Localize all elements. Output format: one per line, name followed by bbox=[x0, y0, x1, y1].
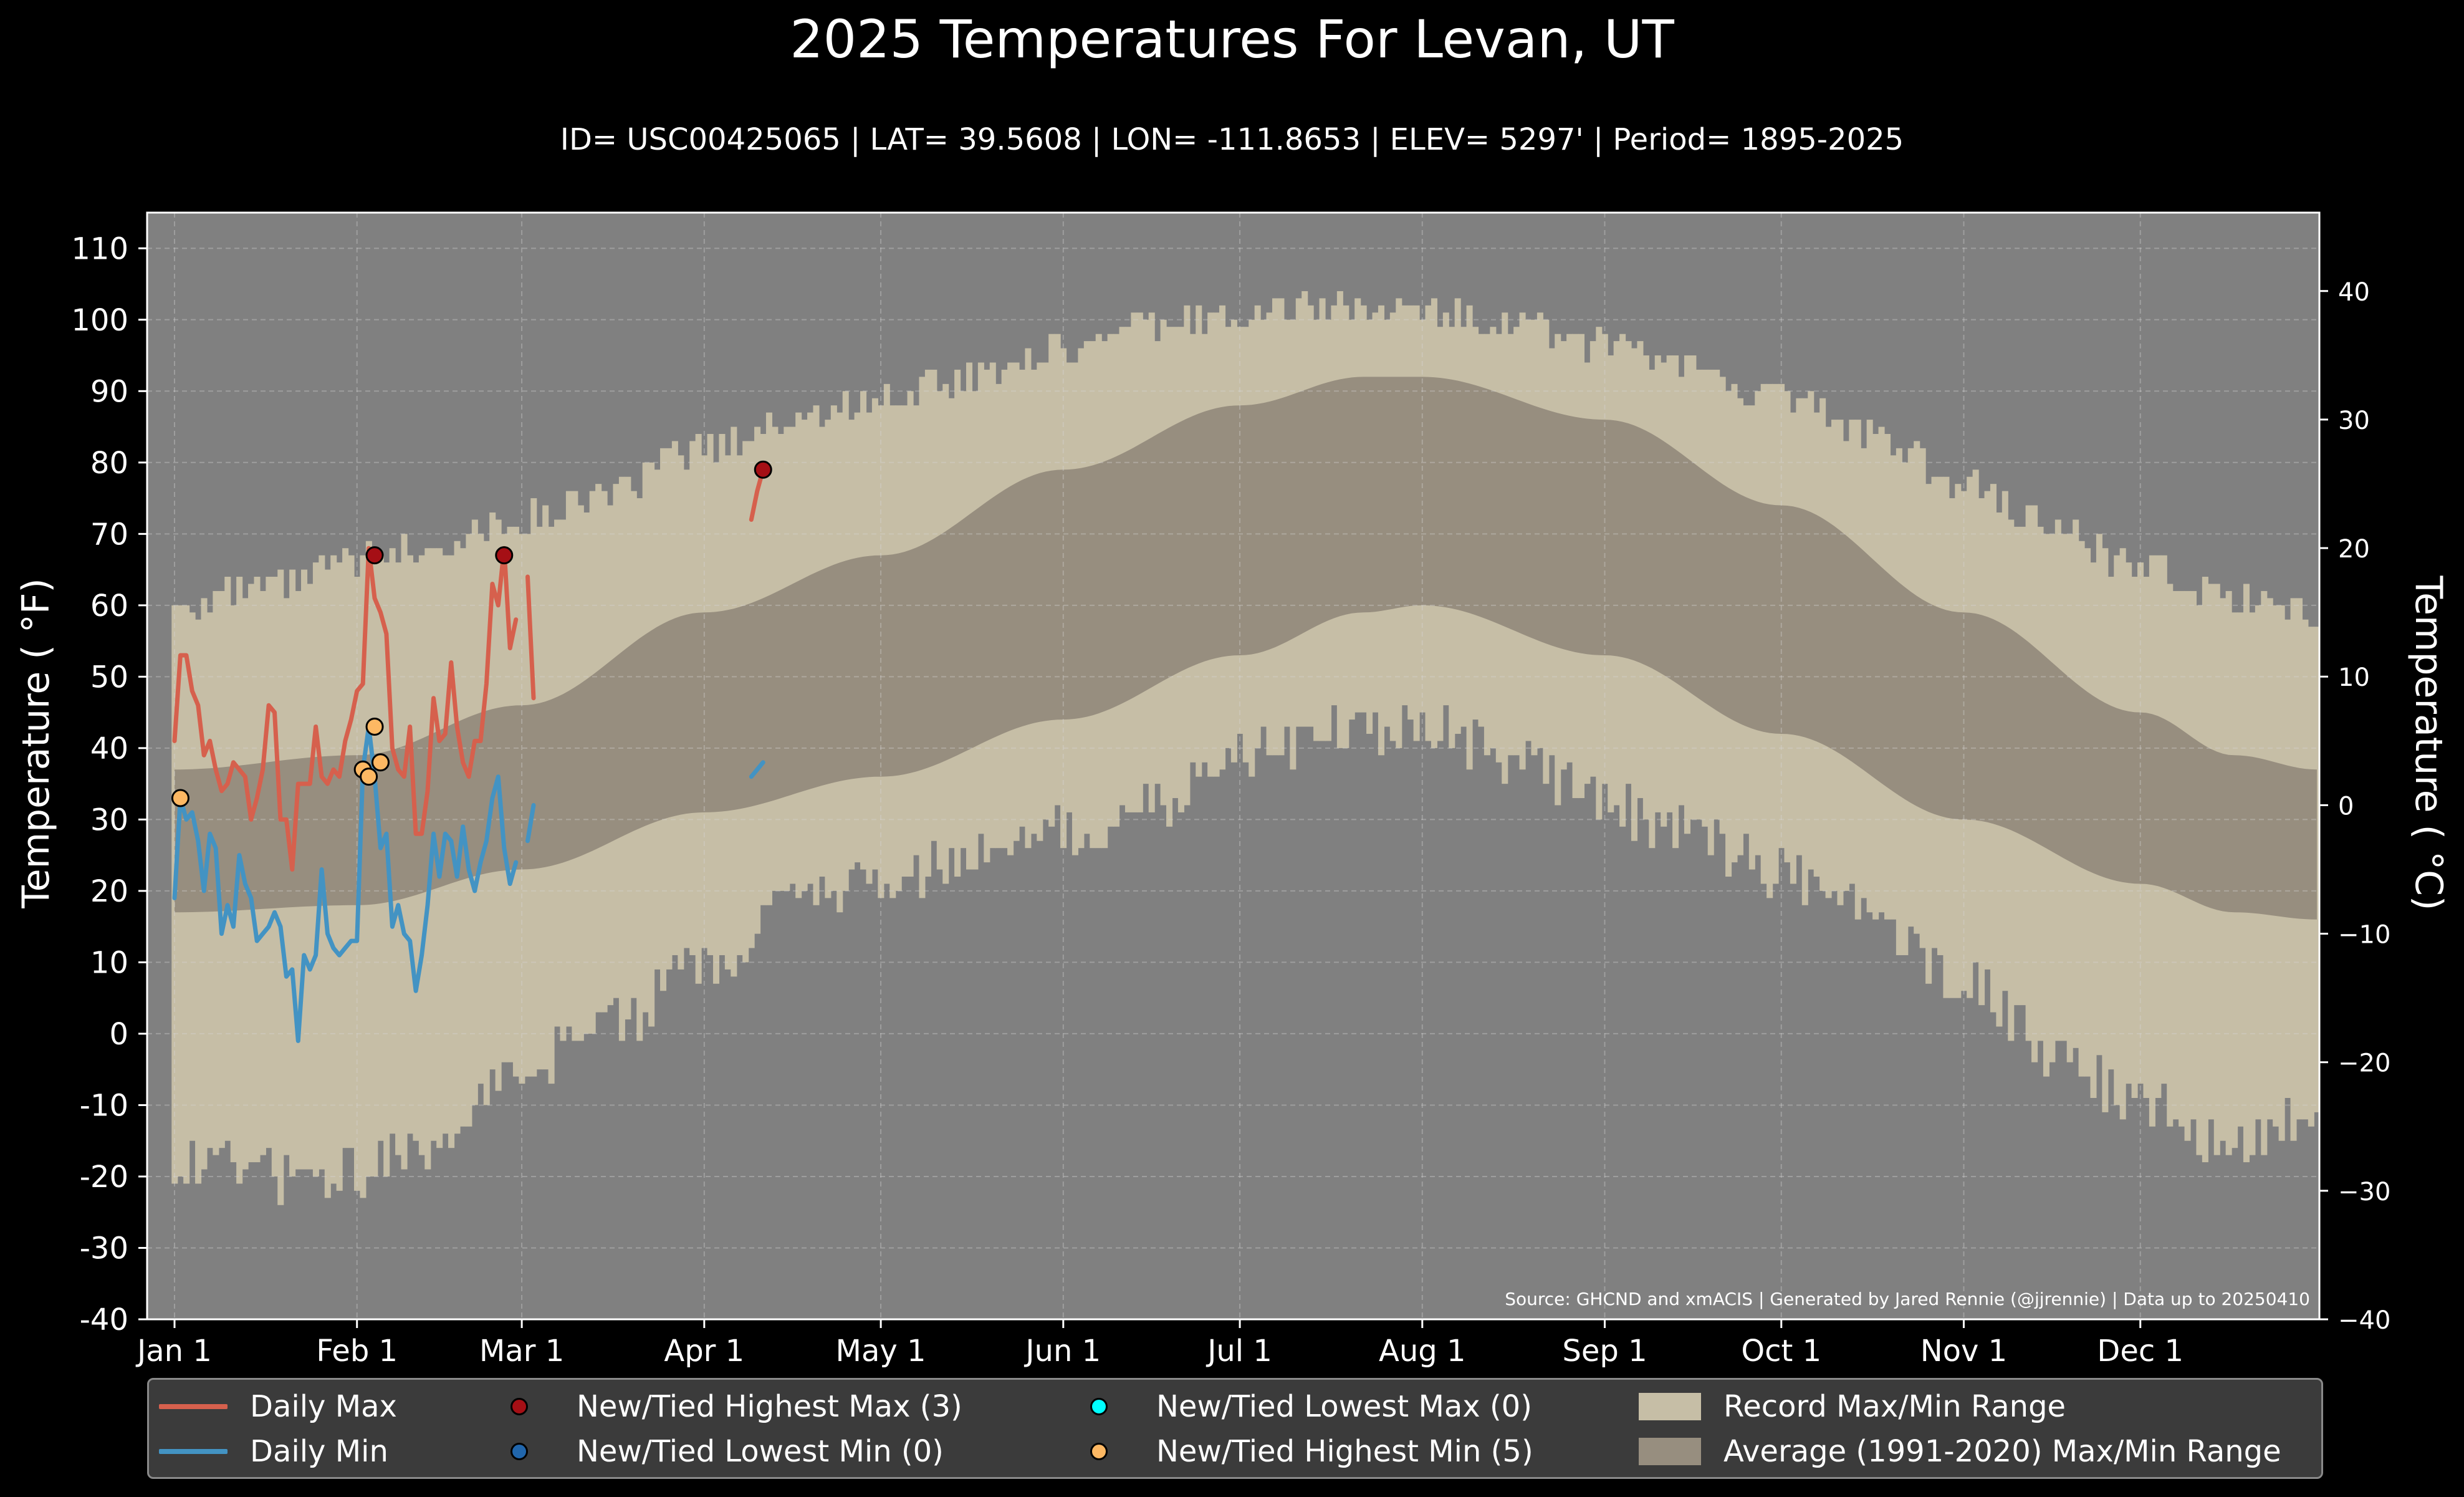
x-tick-label: Nov 1 bbox=[1920, 1334, 2007, 1369]
legend: Daily Max Daily Min New/Tied Highest Max… bbox=[147, 1378, 2323, 1479]
y-tick-label-celsius: 40 bbox=[2338, 278, 2370, 307]
y-tick-label-fahrenheit: -40 bbox=[80, 1302, 128, 1337]
x-tick-label: Jul 1 bbox=[1206, 1334, 1272, 1369]
y-tick-label-celsius: −20 bbox=[2338, 1049, 2390, 1078]
highest-min-marker bbox=[371, 753, 390, 772]
record-range-swatch bbox=[1639, 1393, 1701, 1420]
daily-min-line bbox=[525, 803, 536, 844]
legend-item-daily-max: Daily Max bbox=[159, 1385, 397, 1428]
legend-label: Average (1991-2020) Max/Min Range bbox=[1723, 1434, 2281, 1469]
lowest-min-marker-swatch bbox=[486, 1430, 554, 1473]
y-tick-label-fahrenheit: 30 bbox=[90, 802, 128, 837]
y-tick-label-fahrenheit: 80 bbox=[90, 446, 128, 481]
highest-max-marker bbox=[754, 460, 772, 479]
record-range-bar bbox=[2314, 627, 2321, 1112]
plot-frame bbox=[146, 211, 2321, 1321]
y-tick-label-celsius: −10 bbox=[2338, 921, 2390, 950]
source-note: Source: GHCND and xmACIS | Generated by … bbox=[1505, 1289, 2310, 1309]
y-tick-label-celsius: 10 bbox=[2338, 663, 2370, 692]
daily-min-line bbox=[172, 724, 519, 1043]
x-tick-label: Jan 1 bbox=[135, 1334, 212, 1369]
y-tick-label-fahrenheit: -30 bbox=[80, 1231, 128, 1266]
daily-max-line bbox=[525, 574, 536, 701]
legend-item-lowest-min: New/Tied Lowest Min (0) bbox=[486, 1430, 944, 1473]
y-tick-label-fahrenheit: 40 bbox=[90, 731, 128, 766]
legend-label: Daily Min bbox=[250, 1434, 388, 1469]
highest-max-marker bbox=[365, 546, 384, 565]
daily-max-line bbox=[172, 546, 519, 872]
x-tick-label: Dec 1 bbox=[2097, 1334, 2184, 1369]
x-tick-label: Aug 1 bbox=[1379, 1334, 1466, 1369]
daily-min-line bbox=[749, 760, 765, 779]
highest-max-marker bbox=[495, 546, 514, 565]
highest-min-marker bbox=[171, 789, 189, 807]
legend-item-highest-min: New/Tied Highest Min (5) bbox=[1065, 1430, 1533, 1473]
y-tick-label-fahrenheit: 60 bbox=[90, 589, 128, 623]
legend-label: Daily Max bbox=[250, 1389, 397, 1424]
lowest-max-marker-swatch bbox=[1065, 1385, 1134, 1428]
y-tick-label-fahrenheit: 110 bbox=[71, 231, 128, 266]
y-tick-label-fahrenheit: 50 bbox=[90, 660, 128, 695]
y-tick-label-fahrenheit: 100 bbox=[71, 303, 128, 338]
daily-max-line-swatch bbox=[159, 1404, 228, 1409]
y-tick-label-celsius: 0 bbox=[2338, 792, 2354, 821]
highest-max-marker-swatch bbox=[486, 1385, 554, 1428]
y-tick-label-fahrenheit: 0 bbox=[109, 1017, 128, 1052]
daily-min-line-swatch bbox=[159, 1449, 228, 1454]
y-tick-label-fahrenheit: 20 bbox=[90, 874, 128, 909]
legend-label: New/Tied Lowest Max (0) bbox=[1156, 1389, 1532, 1424]
legend-label: New/Tied Lowest Min (0) bbox=[577, 1434, 944, 1469]
legend-item-highest-max: New/Tied Highest Max (3) bbox=[486, 1385, 962, 1428]
x-tick-label: Feb 1 bbox=[316, 1334, 398, 1369]
y-tick-label-fahrenheit: -10 bbox=[80, 1088, 128, 1123]
legend-item-daily-min: Daily Min bbox=[159, 1430, 388, 1473]
legend-label: Record Max/Min Range bbox=[1723, 1389, 2066, 1424]
average-range-band bbox=[175, 377, 2317, 920]
y-tick-label-fahrenheit: 90 bbox=[90, 374, 128, 409]
x-tick-label: Jun 1 bbox=[1023, 1334, 1101, 1369]
legend-item-lowest-max: New/Tied Lowest Max (0) bbox=[1065, 1385, 1532, 1428]
x-tick-label: Apr 1 bbox=[664, 1334, 744, 1369]
y-tick-label-celsius: −40 bbox=[2338, 1306, 2390, 1335]
y-tick-label-celsius: −30 bbox=[2338, 1178, 2390, 1206]
legend-label: New/Tied Highest Max (3) bbox=[577, 1389, 962, 1424]
y-tick-label-celsius: 20 bbox=[2338, 535, 2370, 564]
highest-min-marker bbox=[360, 768, 378, 786]
x-tick-label: Oct 1 bbox=[1741, 1334, 1821, 1369]
y-tick-label-fahrenheit: 70 bbox=[90, 517, 128, 552]
chart-subtitle: ID= USC00425065 | LAT= 39.5608 | LON= -1… bbox=[560, 122, 1904, 157]
y-tick-label-celsius: 30 bbox=[2338, 407, 2370, 435]
chart-title: 2025 Temperatures For Levan, UT bbox=[790, 9, 1674, 70]
y-tick-label-fahrenheit: -20 bbox=[80, 1160, 128, 1195]
y-axis-label-celsius: Temperature ( °C) bbox=[2407, 575, 2450, 911]
average-range-swatch bbox=[1639, 1438, 1701, 1465]
legend-label: New/Tied Highest Min (5) bbox=[1156, 1434, 1533, 1469]
x-tick-label: Sep 1 bbox=[1562, 1334, 1647, 1369]
legend-item-record-range: Record Max/Min Range bbox=[1639, 1385, 2066, 1428]
x-tick-label: Mar 1 bbox=[479, 1334, 564, 1369]
legend-item-average-range: Average (1991-2020) Max/Min Range bbox=[1639, 1430, 2281, 1473]
y-tick-label-fahrenheit: 10 bbox=[90, 945, 128, 980]
y-axis-label-fahrenheit: Temperature ( °F) bbox=[14, 578, 58, 909]
highest-min-marker-swatch bbox=[1065, 1430, 1134, 1473]
x-tick-label: May 1 bbox=[836, 1334, 926, 1369]
highest-min-marker bbox=[365, 718, 384, 736]
